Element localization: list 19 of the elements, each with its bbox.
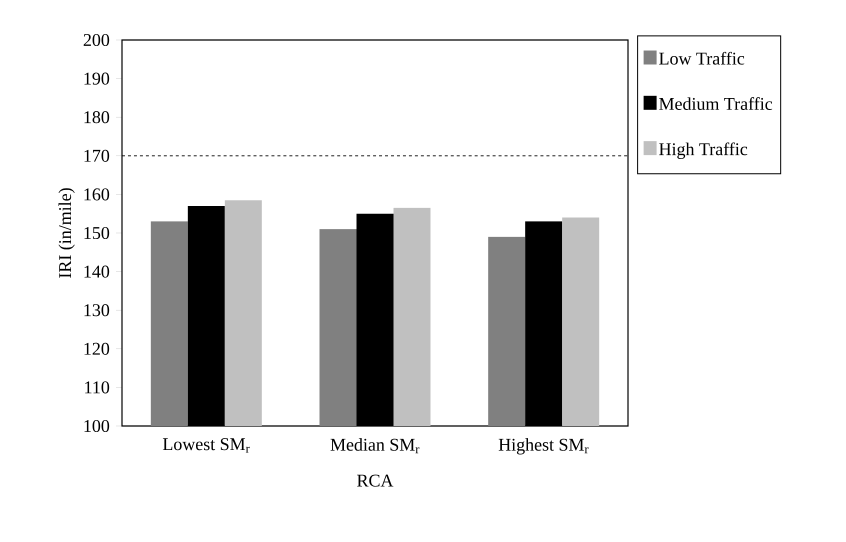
x-tick-label: Highest SM$_{r}$ [498,438,588,454]
y-tick-label: 180 [84,111,110,124]
x-tick-label: Lowest SM$_{r}$ [162,438,250,453]
y-tick-label: 160 [84,188,110,200]
y-tick-label: 130 [84,304,110,316]
y-tick-label: 200 [84,34,110,46]
x-axis-title: RCA [357,474,394,487]
y-tick-label: 190 [84,72,110,85]
y-tick-label: 120 [84,342,110,355]
legend-label: Medium Traffic [659,97,772,110]
legend-label: Low Traffic [659,52,744,65]
y-tick-label: 170 [84,150,110,162]
y-axis-title: IRI (in/mile) [58,188,75,278]
legend-label: High Traffic [659,142,748,159]
y-tick-label: 140 [84,266,110,278]
y-tick-label: 110 [85,381,110,394]
y-tick-label: 150 [84,226,110,240]
y-tick-label: 100 [84,420,110,432]
x-tick-label: Median SM$_{r}$ [330,438,420,454]
